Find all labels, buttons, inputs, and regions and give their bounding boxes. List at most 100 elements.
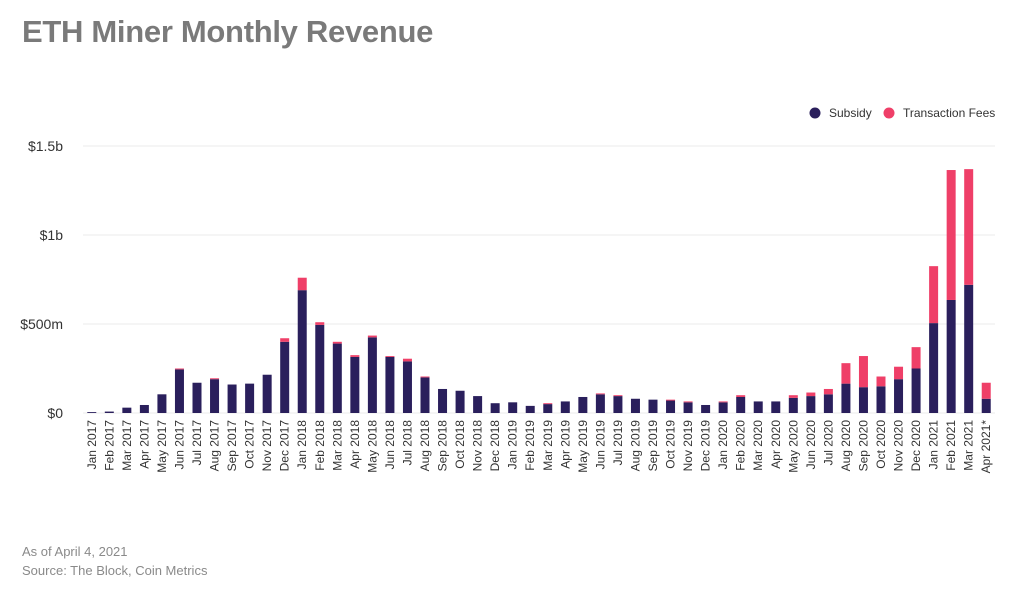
bar-subsidy	[964, 284, 974, 413]
bar-subsidy	[104, 411, 114, 413]
y-tick-label: $1b	[40, 227, 64, 243]
bar-subsidy	[666, 400, 676, 413]
bar-subsidy	[823, 394, 833, 413]
x-tick-label: Sep 2020	[856, 420, 870, 472]
bar-subsidy	[718, 402, 728, 413]
legend: Subsidy Transaction Fees	[809, 106, 995, 120]
bar-subsidy	[227, 384, 237, 413]
x-tick-label: Feb 2019	[523, 420, 537, 471]
bar-transaction-fees	[402, 358, 412, 362]
x-tick-label: Aug 2017	[208, 420, 222, 472]
bar-subsidy	[420, 377, 430, 413]
x-tick-label: Jun 2019	[593, 420, 607, 470]
bar-transaction-fees	[367, 335, 377, 338]
y-axis-ticks: $0 $500m $1b $1.5b	[20, 138, 63, 421]
x-tick-label: Oct 2019	[664, 420, 678, 469]
x-tick-label: Apr 2019	[558, 420, 572, 469]
bar-subsidy	[929, 323, 939, 413]
x-tick-label: Jan 2020	[716, 420, 730, 470]
bar-subsidy	[771, 401, 781, 413]
x-axis-ticks: Jan 2017 Feb 2017 Mar 2017 Apr 2017 May 2017…	[85, 420, 993, 474]
legend-swatch-transaction-fees	[883, 107, 895, 119]
x-tick-label: Aug 2018	[418, 420, 432, 472]
x-tick-label: Jul 2019	[611, 420, 625, 466]
bar-subsidy	[858, 387, 868, 413]
x-tick-label: Sep 2019	[646, 420, 660, 472]
bar-subsidy	[455, 390, 465, 413]
x-tick-label: Feb 2021	[944, 420, 958, 471]
as-of-note: As of April 4, 2021	[22, 544, 128, 559]
bar-subsidy	[683, 402, 693, 413]
bar-subsidy	[911, 368, 921, 413]
x-tick-label: May 2018	[365, 420, 379, 473]
bar-subsidy	[560, 401, 570, 413]
bar-transaction-fees	[806, 392, 816, 397]
bar-subsidy	[876, 386, 886, 413]
bar-subsidy	[385, 356, 395, 413]
x-tick-label: Feb 2018	[313, 420, 327, 471]
bar-transaction-fees	[894, 366, 904, 380]
x-tick-label: Oct 2020	[874, 420, 888, 469]
bar-subsidy	[753, 401, 763, 413]
bar-transaction-fees	[718, 401, 728, 403]
gridlines	[83, 145, 995, 414]
bar-transaction-fees	[981, 382, 991, 399]
bar-subsidy	[332, 343, 342, 413]
x-tick-label: Nov 2017	[260, 420, 274, 472]
x-tick-label: Mar 2021	[962, 420, 976, 471]
legend-swatch-subsidy	[809, 107, 821, 119]
x-tick-label: Jun 2018	[383, 420, 397, 470]
bar-transaction-fees	[911, 347, 921, 369]
x-tick-label: Jan 2017	[85, 420, 99, 470]
x-tick-label: Jan 2021	[927, 420, 941, 470]
x-tick-label: Nov 2019	[681, 420, 695, 472]
bar-subsidy	[578, 396, 588, 413]
x-tick-label: Oct 2017	[243, 420, 257, 469]
bar-transaction-fees	[297, 277, 307, 291]
x-tick-label: Feb 2017	[102, 420, 116, 471]
x-tick-label: Nov 2020	[892, 420, 906, 472]
bar-transaction-fees	[876, 376, 886, 387]
bar-transaction-fees	[736, 395, 746, 397]
bar-subsidy	[87, 412, 97, 413]
y-tick-label: $0	[47, 405, 63, 421]
bar-transaction-fees	[280, 338, 290, 342]
bar-transaction-fees	[666, 399, 676, 401]
x-tick-label: Mar 2017	[120, 420, 134, 471]
x-tick-label: Mar 2020	[751, 420, 765, 471]
x-tick-label: Mar 2018	[330, 420, 344, 471]
bar-subsidy	[210, 379, 220, 413]
bar-subsidy	[174, 369, 184, 413]
bar-subsidy	[595, 394, 605, 413]
bar-subsidy	[648, 399, 658, 413]
y-tick-label: $500m	[20, 316, 63, 332]
bar-subsidy	[543, 404, 553, 413]
bar-subsidy	[157, 394, 167, 413]
source-note: Source: The Block, Coin Metrics	[22, 563, 208, 578]
bar-subsidy	[262, 374, 272, 413]
bar-subsidy	[438, 388, 448, 413]
bars	[87, 169, 991, 413]
x-tick-label: Aug 2020	[839, 420, 853, 472]
x-tick-label: Dec 2019	[699, 420, 713, 472]
bar-transaction-fees	[350, 355, 360, 357]
legend-label-subsidy: Subsidy	[829, 106, 872, 120]
bar-subsidy	[122, 407, 132, 413]
x-tick-label: Dec 2018	[488, 420, 502, 472]
bar-transaction-fees	[420, 376, 430, 378]
bar-transaction-fees	[595, 393, 605, 395]
x-tick-label: Nov 2018	[471, 420, 485, 472]
y-tick-label: $1.5b	[28, 138, 63, 154]
x-tick-label: Apr 2017	[137, 420, 151, 469]
x-tick-label: May 2020	[786, 420, 800, 473]
x-tick-label: Sep 2017	[225, 420, 239, 472]
x-tick-label: Jul 2017	[190, 420, 204, 466]
x-tick-label: Jan 2018	[295, 420, 309, 470]
x-tick-label: Aug 2019	[628, 420, 642, 472]
bar-subsidy	[490, 403, 500, 413]
bar-transaction-fees	[788, 395, 798, 398]
x-tick-label: May 2017	[155, 420, 169, 473]
bar-subsidy	[613, 396, 623, 413]
bar-subsidy	[841, 383, 851, 413]
